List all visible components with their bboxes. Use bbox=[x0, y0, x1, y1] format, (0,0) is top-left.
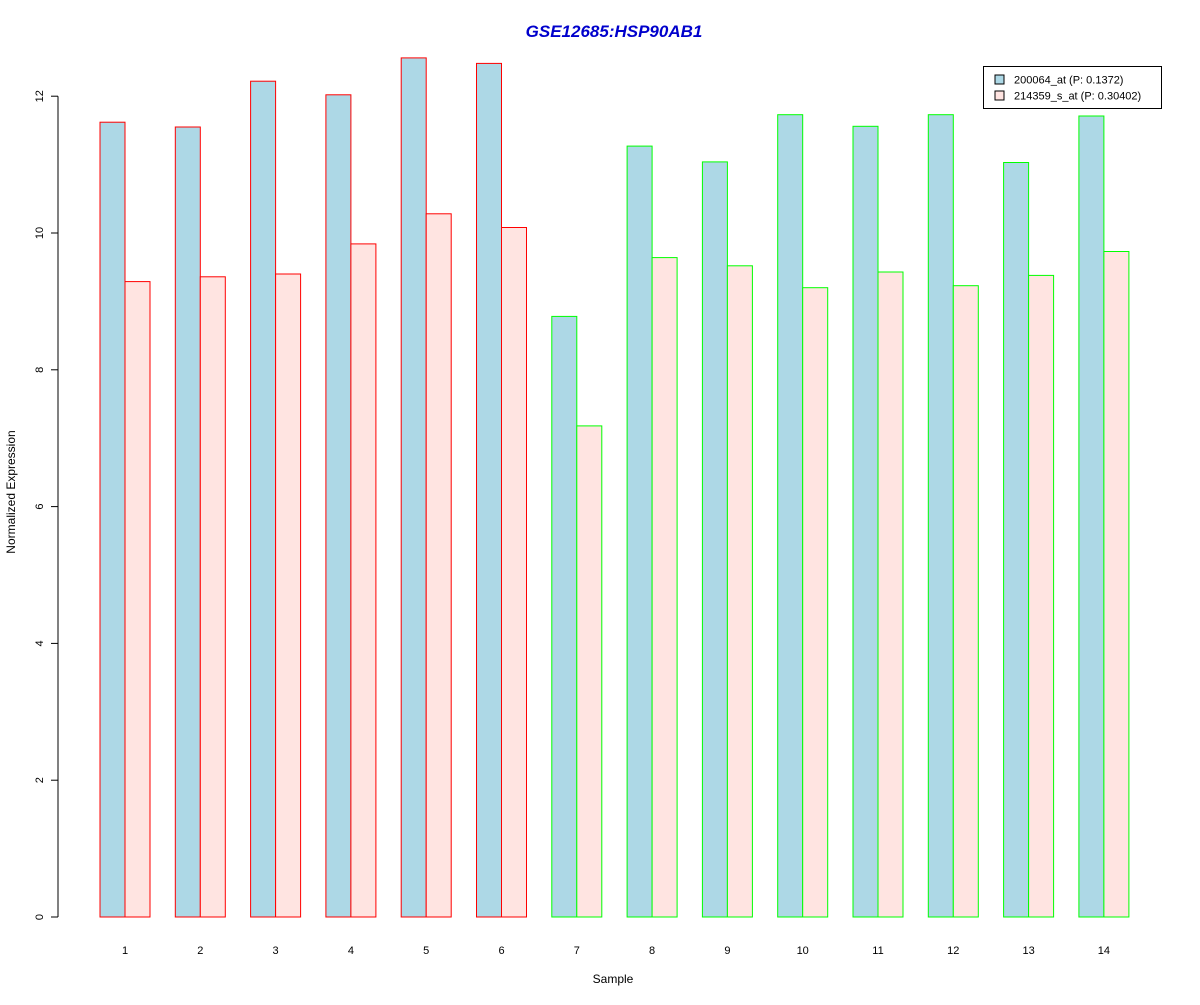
y-tick-label: 6 bbox=[34, 504, 46, 510]
y-tick-label: 4 bbox=[34, 640, 46, 646]
legend-label: 214359_s_at (P: 0.30402) bbox=[1014, 91, 1141, 103]
bar-series-2-sample-6 bbox=[501, 227, 527, 918]
x-tick-label: 11 bbox=[872, 945, 883, 957]
bar-series-2-sample-3 bbox=[275, 273, 302, 918]
bar-series-2-sample-7 bbox=[576, 425, 603, 918]
bar-series-1-sample-14 bbox=[1078, 115, 1105, 918]
bar-series-2-sample-8 bbox=[651, 257, 678, 918]
bar-series-2-sample-14 bbox=[1103, 251, 1130, 918]
x-tick-label: 5 bbox=[423, 945, 429, 957]
bar-series-2-sample-12 bbox=[952, 285, 979, 918]
legend-label: 200064_at (P: 0.1372) bbox=[1014, 75, 1123, 87]
bar-series-1-sample-12 bbox=[927, 114, 954, 918]
bar-series-1-sample-10 bbox=[777, 114, 804, 918]
x-tick-label: 14 bbox=[1098, 945, 1110, 957]
x-tick-label: 7 bbox=[574, 945, 580, 957]
x-tick-label: 12 bbox=[947, 945, 959, 957]
x-tick-label: 8 bbox=[649, 945, 655, 957]
y-tick-label: 8 bbox=[34, 367, 46, 373]
bar-series-2-sample-13 bbox=[1028, 274, 1055, 918]
bar-series-1-sample-4 bbox=[325, 94, 352, 918]
bar-series-1-sample-5 bbox=[400, 57, 427, 918]
bar-series-2-sample-4 bbox=[350, 243, 377, 918]
x-axis-label: Sample bbox=[593, 972, 634, 986]
x-tick-label: 6 bbox=[498, 945, 504, 957]
bars-layer bbox=[99, 57, 1130, 918]
bar-series-1-sample-2 bbox=[174, 126, 201, 918]
x-tick-label: 10 bbox=[797, 945, 809, 957]
chart-title: GSE12685:HSP90AB1 bbox=[526, 22, 703, 41]
x-tick-label: 13 bbox=[1022, 945, 1034, 957]
bar-series-1-sample-3 bbox=[250, 80, 277, 918]
bar-series-2-sample-2 bbox=[199, 276, 226, 918]
y-axis: 0 2 4 6 8 10 12 bbox=[34, 90, 59, 920]
bar-series-1-sample-6 bbox=[476, 62, 502, 918]
bar-series-1-sample-7 bbox=[551, 315, 578, 918]
x-tick-label: 9 bbox=[724, 945, 730, 957]
x-axis: 1 2 3 4 5 6 7 8 9 10 11 12 13 14 bbox=[122, 945, 1110, 957]
bar-series-1-sample-11 bbox=[852, 125, 879, 918]
y-tick-label: 0 bbox=[34, 914, 46, 920]
x-tick-label: 2 bbox=[197, 945, 203, 957]
legend-box bbox=[983, 66, 1162, 109]
bar-series-2-sample-11 bbox=[877, 271, 904, 918]
x-tick-label: 1 bbox=[122, 945, 128, 957]
bar-series-2-sample-10 bbox=[802, 287, 829, 918]
bar-series-2-sample-5 bbox=[425, 213, 452, 918]
bar-series-2-sample-1 bbox=[124, 281, 151, 918]
bar-series-1-sample-13 bbox=[1003, 162, 1030, 918]
bar-series-1-sample-9 bbox=[701, 161, 728, 918]
legend-swatch bbox=[994, 74, 1005, 85]
x-tick-label: 3 bbox=[273, 945, 279, 957]
legend: 200064_at (P: 0.1372) 214359_s_at (P: 0.3… bbox=[983, 66, 1162, 109]
y-tick-label: 12 bbox=[34, 90, 46, 102]
bar-series-1-sample-8 bbox=[626, 145, 653, 918]
legend-swatch bbox=[994, 90, 1005, 101]
y-tick-label: 2 bbox=[34, 777, 46, 783]
x-tick-label: 4 bbox=[348, 945, 354, 957]
bar-series-2-sample-9 bbox=[726, 265, 753, 918]
y-tick-label: 10 bbox=[34, 227, 46, 239]
y-axis-label: Normalized Expression bbox=[4, 430, 18, 553]
bar-series-1-sample-1 bbox=[99, 121, 126, 918]
